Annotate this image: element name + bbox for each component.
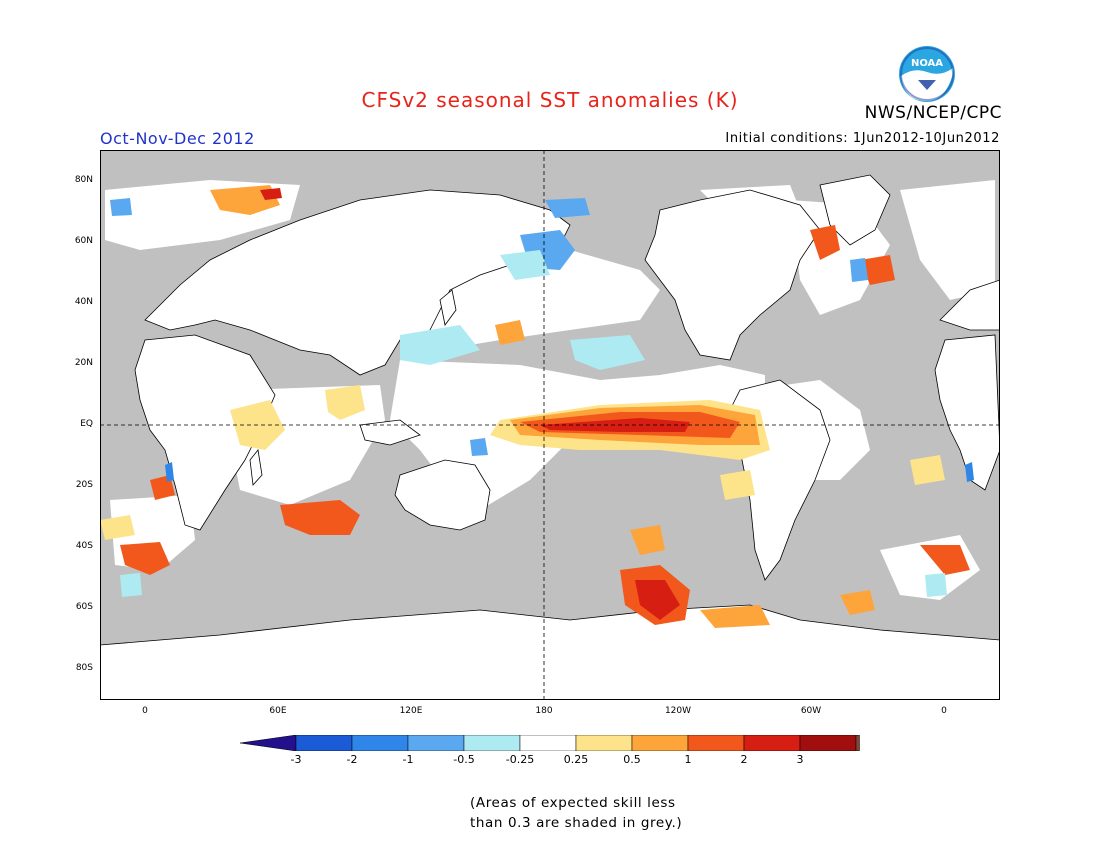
colorbar-segment [575, 735, 633, 751]
colorbar-segment [799, 735, 857, 751]
continents [100, 174, 1000, 700]
colorbar-arrow-right [855, 735, 860, 751]
colorbar [240, 735, 860, 751]
lon-label: 0 [142, 706, 148, 716]
lat-label: 40N [74, 297, 93, 307]
skill-note: (Areas of expected skill less than 0.3 a… [470, 793, 682, 833]
note-line-2: than 0.3 are shaded in grey.) [470, 815, 683, 831]
initial-conditions: Initial conditions: 1Jun2012-10Jun2012 [725, 131, 1000, 146]
colorbar-segment [687, 735, 745, 751]
lat-label: 20N [74, 358, 93, 368]
lon-label: 60E [269, 706, 287, 716]
colorbar-label: -0.5 [453, 753, 475, 766]
colorbar-segment [463, 735, 521, 751]
season-label: Oct-Nov-Dec 2012 [100, 129, 255, 148]
page-title: CFSv2 seasonal SST anomalies (K) [0, 88, 1100, 112]
colorbar-label: -3 [290, 753, 302, 766]
colorbar-segment [743, 735, 801, 751]
cool-anomalies [110, 198, 974, 597]
lat-label: 80N [74, 175, 93, 185]
lon-label: 180 [535, 706, 553, 716]
colorbar-label: 2 [740, 753, 748, 766]
colorbar-label: 1 [684, 753, 692, 766]
lon-label: 0 [941, 706, 947, 716]
lon-label: 120E [399, 706, 423, 716]
lat-label: 60N [74, 236, 93, 246]
colorbar-arrow-left [240, 735, 297, 751]
colorbar-label: 0.25 [563, 753, 589, 766]
colorbar-segment [631, 735, 689, 751]
lat-label: 40S [75, 541, 93, 551]
lat-label: 80S [75, 663, 93, 673]
colorbar-segment [351, 735, 409, 751]
title-text: CFSv2 seasonal SST anomalies (K) [361, 88, 739, 112]
lat-label: 20S [75, 480, 93, 490]
lon-label: 120W [664, 706, 692, 716]
colorbar-label: 0.5 [623, 753, 641, 766]
lon-label: 60W [800, 706, 822, 716]
agency-label: NWS/NCEP/CPC [864, 103, 1002, 123]
colorbar-label: -2 [346, 753, 358, 766]
colorbar-segment [407, 735, 465, 751]
colorbar-label: -0.25 [505, 753, 535, 766]
note-line-1: (Areas of expected skill less [470, 795, 676, 811]
lat-label: EQ [80, 419, 93, 429]
lat-label: 60S [75, 602, 93, 612]
colorbar-segment [519, 735, 577, 751]
colorbar-segment [295, 735, 353, 751]
sst-anomaly-map [100, 150, 1000, 700]
colorbar-label: -1 [402, 753, 414, 766]
noaa-logo: NOAA [899, 46, 955, 102]
colorbar-label: 3 [796, 753, 804, 766]
logo-text: NOAA [911, 58, 943, 69]
